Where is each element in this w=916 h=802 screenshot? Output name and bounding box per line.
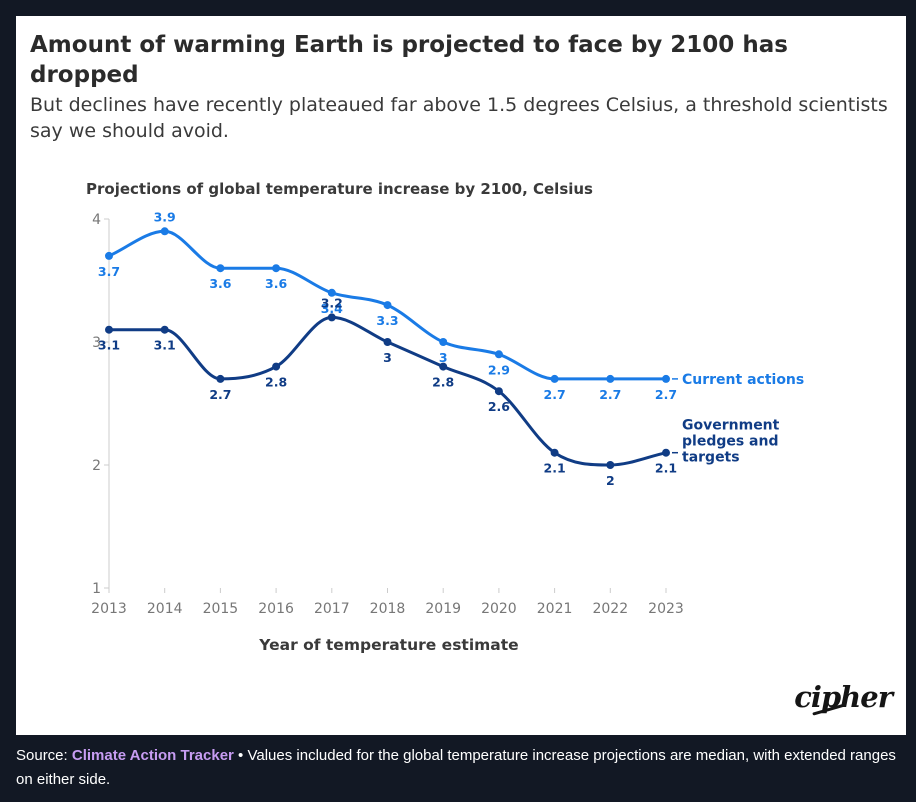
data-point	[105, 325, 113, 334]
data-label: 2.8	[265, 375, 287, 390]
data-point	[439, 362, 448, 371]
data-label: 2.9	[488, 362, 510, 377]
y-tick-label: 1	[92, 581, 101, 597]
x-tick-label: 2016	[258, 601, 294, 617]
line-chart: Projections of global temperature increa…	[86, 180, 804, 654]
data-point	[606, 374, 615, 383]
data-label: 3	[383, 350, 392, 365]
chart-card: Amount of warming Earth is projected to …	[16, 16, 906, 735]
data-label: 2.7	[209, 387, 231, 402]
data-point	[327, 313, 336, 322]
x-axis-ticks: 2013 2014 2015 2016 2017 2018 2019 2020 2021 2022…	[91, 588, 684, 617]
x-tick-label: 2023	[648, 601, 684, 617]
data-label: 3	[439, 350, 448, 365]
series-government-pledges: 3.1 3.1 2.7 2.8 3.2 3 2.8 2.6 2.1 2 2.1 Governmentp…	[98, 295, 780, 488]
data-label: 2.7	[655, 387, 677, 402]
x-tick-label: 2019	[425, 601, 461, 617]
chart-title: Projections of global temperature increa…	[86, 180, 593, 198]
data-label: 3.4	[321, 301, 343, 316]
x-tick-label: 2018	[370, 601, 406, 617]
data-point	[160, 325, 169, 334]
x-tick-label: 2022	[592, 601, 628, 617]
source-link[interactable]: Climate Action Tracker	[71, 747, 234, 764]
page-subtitle: But declines have recently plateaued far…	[30, 94, 888, 142]
data-label: 3.7	[98, 264, 120, 279]
source-footer: Source: Climate Action Tracker • Values …	[16, 744, 896, 792]
data-point	[662, 374, 670, 383]
data-label: 2.7	[544, 387, 566, 402]
y-tick-label: 3	[92, 335, 101, 351]
data-label: 2.6	[488, 399, 510, 414]
data-label: 2.7	[599, 387, 621, 402]
data-point	[383, 338, 392, 346]
y-tick-label: 4	[92, 212, 101, 228]
data-label: 2.1	[655, 461, 677, 476]
data-point	[550, 374, 559, 383]
data-point	[272, 264, 281, 273]
series-name-label: Current actions	[682, 372, 804, 388]
y-tick-label: 2	[92, 458, 101, 474]
data-point	[606, 461, 615, 469]
series-name-label: Government	[682, 418, 780, 434]
data-label: 3.9	[154, 209, 176, 224]
data-label: 3.6	[209, 276, 231, 291]
data-label: 2.8	[432, 375, 454, 390]
x-tick-label: 2021	[537, 601, 573, 617]
series-name-label: targets	[682, 450, 740, 466]
data-label: 3.6	[265, 276, 287, 291]
data-point	[550, 448, 559, 457]
data-label: 2	[606, 473, 615, 488]
x-tick-label: 2017	[314, 601, 350, 617]
x-tick-label: 2020	[481, 601, 517, 617]
data-point	[216, 374, 225, 383]
data-point	[272, 362, 281, 371]
data-point	[439, 338, 448, 346]
x-tick-label: 2014	[147, 601, 183, 617]
data-point	[216, 264, 225, 273]
x-tick-label: 2015	[203, 601, 239, 617]
cipher-logo: cipher	[794, 680, 893, 714]
series-name-label: pledges and	[682, 434, 779, 450]
source-prefix: Source:	[16, 747, 72, 764]
data-label: 2.1	[544, 461, 566, 476]
data-point	[662, 448, 670, 457]
data-point	[105, 251, 113, 260]
data-label: 3.3	[376, 313, 398, 328]
data-point	[327, 288, 336, 297]
page-title: Amount of warming Earth is projected to …	[30, 32, 788, 88]
data-point	[160, 227, 169, 236]
series-current-actions: 3.7 3.9 3.6 3.6 3.4 3.3 3 2.9 2.7 2.7 2.7 Current a…	[98, 209, 804, 402]
x-axis-label: Year of temperature estimate	[258, 636, 518, 654]
data-point	[383, 301, 392, 310]
x-tick-label: 2013	[91, 601, 127, 617]
data-point	[494, 387, 503, 396]
data-label: 3.2	[321, 295, 343, 310]
source-note: • Values included for the global tempera…	[16, 747, 896, 788]
data-point	[494, 350, 503, 359]
series-layer: 3.7 3.9 3.6 3.6 3.4 3.3 3 2.9 2.7 2.7 2.7 Current a…	[98, 209, 804, 488]
data-label: 3.1	[98, 338, 120, 353]
y-axis-ticks: 1 2 3 4	[92, 212, 109, 597]
data-label: 3.1	[154, 338, 176, 353]
